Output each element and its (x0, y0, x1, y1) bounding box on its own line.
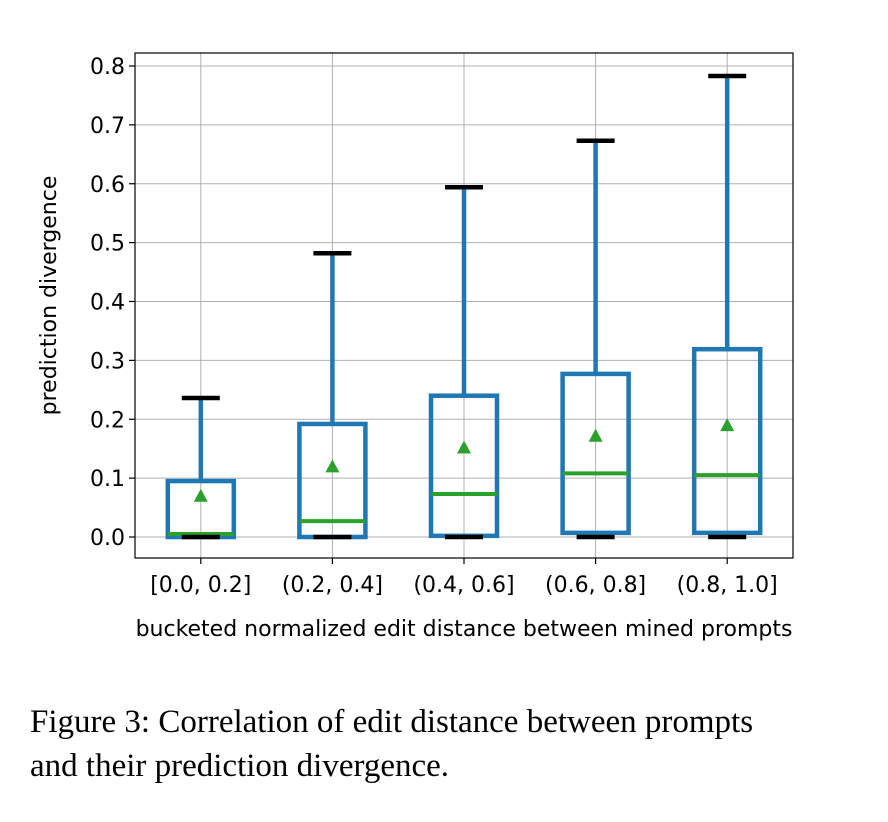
figure-caption: Figure 3: Correlation of edit distance b… (30, 700, 870, 788)
y-tick-label: 0.8 (90, 55, 125, 80)
y-tick-label: 0.5 (90, 232, 125, 257)
box-4 (560, 138, 631, 540)
x-tick-label: (0.8, 1.0] (677, 573, 778, 598)
x-axis: [0.0, 0.2] (0.2, 0.4] (0.4, 0.6] (0.6, 0.8]… (150, 558, 778, 598)
y-tick-label: 0.2 (90, 408, 125, 433)
x-axis-label: bucketed normalized edit distance betwee… (136, 617, 793, 642)
box-5 (691, 73, 763, 540)
y-tick-label: 0.1 (90, 467, 125, 492)
mean-marker (325, 459, 340, 473)
mean-marker (193, 488, 208, 502)
box-iqr (691, 346, 763, 536)
y-tick-label: 0.7 (90, 114, 125, 139)
caption-line-2: and their prediction divergence. (30, 748, 450, 784)
caption-line-1: Figure 3: Correlation of edit distance b… (30, 704, 754, 740)
box-series (165, 73, 763, 540)
mean-marker (588, 428, 603, 442)
box-1 (165, 395, 237, 540)
box-3 (428, 185, 500, 540)
box-2 (297, 250, 368, 540)
x-tick-label: (0.4, 0.6] (413, 573, 514, 598)
x-tick-label: (0.6, 0.8] (545, 573, 646, 598)
x-tick-label: (0.2, 0.4] (282, 573, 383, 598)
box-plot: 0.0 0.1 0.2 0.3 0.4 0.5 0.6 0.7 0.8 [0.0, 0.2] (0… (37, 52, 794, 642)
y-tick-label: 0.0 (90, 526, 125, 551)
y-axis-label: prediction divergence (37, 176, 62, 416)
x-tick-label: [0.0, 0.2] (150, 573, 251, 598)
y-tick-label: 0.3 (90, 349, 125, 374)
box-iqr (560, 371, 631, 536)
y-tick-label: 0.4 (90, 291, 125, 316)
mean-marker (457, 440, 471, 454)
mean-marker (720, 418, 735, 432)
y-tick-label: 0.6 (90, 173, 125, 198)
y-axis: 0.0 0.1 0.2 0.3 0.4 0.5 0.6 0.7 0.8 (90, 55, 135, 551)
